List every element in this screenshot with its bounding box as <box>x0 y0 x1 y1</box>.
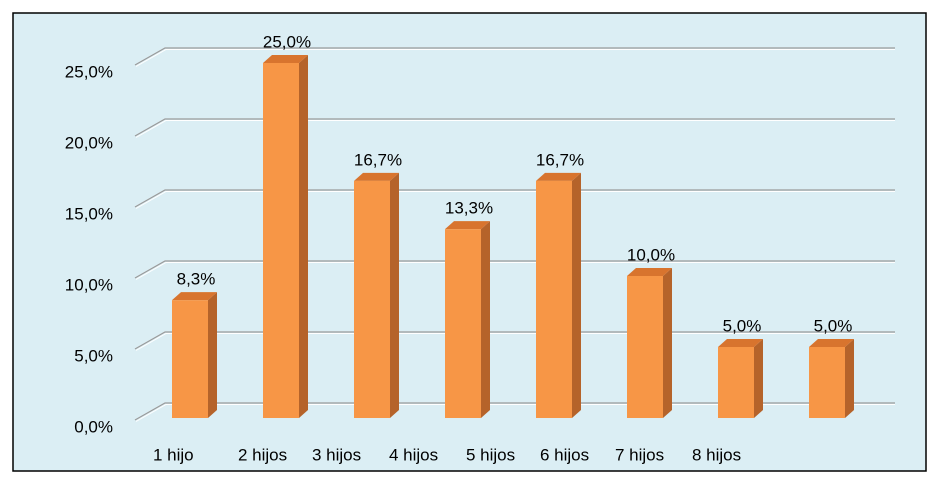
bar-top <box>354 172 399 181</box>
value-label: 8,3% <box>177 270 216 289</box>
bar-front <box>718 347 754 418</box>
grid-line <box>134 260 895 279</box>
x-tick-label: 3 hijos <box>312 445 361 464</box>
bar-front <box>536 180 572 418</box>
bar-top <box>718 339 763 347</box>
bar-side <box>663 268 672 418</box>
bar <box>627 268 672 418</box>
value-label: 13,3% <box>445 199 493 218</box>
bar-side <box>481 221 490 418</box>
y-tick-label: 5,0% <box>74 346 113 365</box>
x-tick-label: 4 hijos <box>389 445 438 464</box>
bar-side <box>845 339 854 418</box>
y-tick-label: 25,0% <box>65 62 113 81</box>
x-tick-label: 7 hijos <box>615 445 664 464</box>
y-tick-label: 20,0% <box>65 133 113 152</box>
y-tick-label: 0,0% <box>74 417 113 436</box>
x-tick-label: 2 hijos <box>238 445 287 464</box>
bar <box>718 339 763 418</box>
grid-line-highlight <box>135 262 895 280</box>
bar-top <box>263 55 308 63</box>
x-tick-label: 1 hijo <box>153 445 194 464</box>
bar-front <box>445 229 481 418</box>
bar-side <box>754 339 763 418</box>
value-label: 25,0% <box>263 32 311 51</box>
x-tick-label: 8 hijos <box>692 445 741 464</box>
bar-top <box>536 172 581 181</box>
value-label: 16,7% <box>354 150 402 169</box>
bar-top <box>172 292 217 301</box>
bar-side <box>390 172 399 418</box>
bar-front <box>809 347 845 418</box>
bar <box>445 221 490 418</box>
bar-top <box>445 221 490 230</box>
bar-front <box>354 180 390 418</box>
y-tick-label: 15,0% <box>65 204 113 223</box>
bar-front <box>627 276 663 418</box>
value-label: 16,7% <box>536 150 584 169</box>
bar-top <box>627 268 672 276</box>
value-label: 5,0% <box>814 316 853 335</box>
grid-line-highlight <box>135 49 895 67</box>
grid-line <box>134 47 895 66</box>
grid-line-highlight <box>135 120 895 138</box>
bar-side <box>572 172 581 418</box>
x-tick-label: 5 hijos <box>466 445 515 464</box>
value-label: 10,0% <box>627 245 675 264</box>
bar <box>263 55 308 418</box>
bar-side <box>299 55 308 418</box>
bar-side <box>208 292 217 418</box>
bar <box>172 292 217 418</box>
bar <box>536 172 581 418</box>
bar-front <box>172 300 208 418</box>
bar <box>354 172 399 418</box>
bar <box>809 339 854 418</box>
bar-top <box>809 339 854 347</box>
value-label: 5,0% <box>723 316 762 335</box>
x-tick-label: 6 hijos <box>540 445 589 464</box>
y-tick-label: 10,0% <box>65 275 113 294</box>
grid-line <box>134 118 895 137</box>
grid-line <box>134 189 895 208</box>
grid-line-highlight <box>135 191 895 209</box>
bar-front <box>263 63 299 418</box>
